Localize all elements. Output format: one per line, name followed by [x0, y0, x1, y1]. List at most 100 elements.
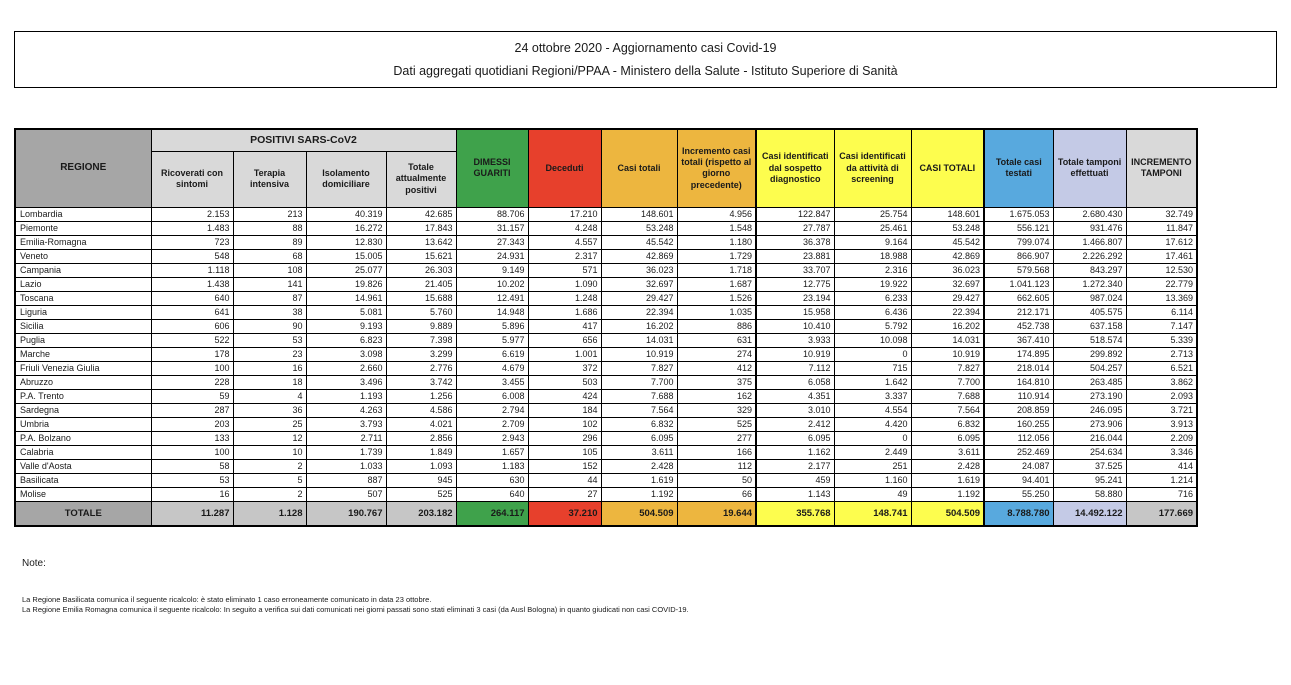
value-cell: 1.675.053 [983, 206, 1054, 222]
value-cell: 16.202 [910, 318, 985, 334]
value-cell: 2.316 [833, 262, 912, 278]
value-cell: 112.056 [983, 430, 1054, 446]
total-row: TOTALE 11.287 1.128 190.767 203.182 264.117 37… [14, 500, 1198, 527]
value-cell: 452.738 [983, 318, 1054, 334]
value-cell: 2.226.292 [1052, 248, 1127, 264]
value-cell: 656 [527, 332, 602, 348]
value-cell: 164.810 [983, 374, 1054, 390]
value-cell: 7.564 [910, 402, 985, 418]
value-cell: 12.491 [455, 290, 529, 306]
value-cell: 14.948 [455, 304, 529, 320]
region-name: Umbria [14, 416, 152, 432]
value-cell: 88.706 [455, 206, 529, 222]
region-name: Calabria [14, 444, 152, 460]
value-cell: 6.008 [455, 388, 529, 404]
table-row: Emilia-Romagna 723 89 12.830 13.642 27.343 4.5… [14, 234, 1198, 250]
column-header-totale-positivi: Totale attualmente positivi [385, 150, 457, 208]
header-sub-row: Ricoverati con sintomi Terapia intensiva… [15, 150, 1197, 208]
value-cell: 23 [232, 346, 307, 362]
value-cell: 22.394 [910, 304, 985, 320]
total-value-cell: 37.210 [527, 500, 602, 527]
table-row: Sicilia 606 90 9.193 9.889 5.896 417 16.202 886 1… [14, 318, 1198, 334]
value-cell: 17.461 [1125, 248, 1198, 264]
value-cell: 4.263 [305, 402, 387, 418]
value-cell: 1.526 [676, 290, 757, 306]
value-cell: 1.849 [385, 444, 457, 460]
value-cell: 1.272.340 [1052, 276, 1127, 292]
value-cell: 6.832 [600, 416, 678, 432]
column-header-casi-testati: Totale casi testati [983, 128, 1054, 208]
value-cell: 1.041.123 [983, 276, 1054, 292]
notes-section: Note: La Regione Basilicata comunica il … [22, 558, 1262, 615]
value-cell: 178 [150, 346, 234, 362]
note-basilicata: La Regione Basilicata comunica il seguen… [22, 595, 432, 604]
value-cell: 2.660 [305, 360, 387, 376]
notes-title: Note: [22, 558, 46, 569]
value-cell: 2.317 [527, 248, 602, 264]
value-cell: 160.255 [983, 416, 1054, 432]
table-row: Veneto 548 68 15.005 15.621 24.931 2.317 42.869… [14, 248, 1198, 264]
region-name: Lazio [14, 276, 152, 292]
value-cell: 9.193 [305, 318, 387, 334]
table-row: Molise 16 2 507 525 640 27 1.192 66 1.143 49 1.192 5… [14, 486, 1198, 502]
value-cell: 29.427 [600, 290, 678, 306]
value-cell: 10.919 [755, 346, 835, 362]
value-cell: 866.907 [983, 248, 1054, 264]
value-cell: 7.688 [910, 388, 985, 404]
value-cell: 53 [150, 472, 234, 488]
table-row: Abruzzo 228 18 3.496 3.742 3.455 503 7.700 375 6.… [14, 374, 1198, 390]
table-row: Toscana 640 87 14.961 15.688 12.491 1.248 29.42… [14, 290, 1198, 306]
value-cell: 507 [305, 486, 387, 502]
value-cell: 53.248 [600, 220, 678, 236]
table-row: Puglia 522 53 6.823 7.398 5.977 656 14.031 631 3.… [14, 332, 1198, 348]
value-cell: 37.525 [1052, 458, 1127, 474]
value-cell: 17.843 [385, 220, 457, 236]
value-cell: 277 [676, 430, 757, 446]
value-cell: 662.605 [983, 290, 1054, 306]
value-cell: 1.256 [385, 388, 457, 404]
value-cell: 405.575 [1052, 304, 1127, 320]
value-cell: 208.859 [983, 402, 1054, 418]
table-row: Marche 178 23 3.098 3.299 6.619 1.001 10.919 274… [14, 346, 1198, 362]
value-cell: 525 [385, 486, 457, 502]
value-cell: 112 [676, 458, 757, 474]
value-cell: 42.869 [910, 248, 985, 264]
value-cell: 2.428 [600, 458, 678, 474]
value-cell: 6.095 [910, 430, 985, 446]
region-name: P.A. Trento [14, 388, 152, 404]
value-cell: 15.688 [385, 290, 457, 306]
value-cell: 1.001 [527, 346, 602, 362]
value-cell: 5.896 [455, 318, 529, 334]
value-cell: 4.420 [833, 416, 912, 432]
value-cell: 2.680.430 [1052, 206, 1127, 222]
value-cell: 18 [232, 374, 307, 390]
value-cell: 11.847 [1125, 220, 1198, 236]
value-cell: 1.729 [676, 248, 757, 264]
value-cell: 7.700 [600, 374, 678, 390]
value-cell: 799.074 [983, 234, 1054, 250]
table-body: Lombardia 2.153 213 40.319 42.685 88.706 17.21… [14, 206, 1198, 502]
value-cell: 105 [527, 444, 602, 460]
report-title-box: 24 ottobre 2020 - Aggiornamento casi Cov… [14, 31, 1277, 88]
table-row: P.A. Bolzano 133 12 2.711 2.856 2.943 296 6.095… [14, 430, 1198, 446]
value-cell: 640 [150, 290, 234, 306]
value-cell: 1.035 [676, 304, 757, 320]
total-value-cell: 355.768 [755, 500, 835, 527]
value-cell: 213 [232, 206, 307, 222]
value-cell: 1.686 [527, 304, 602, 320]
value-cell: 89 [232, 234, 307, 250]
value-cell: 4.557 [527, 234, 602, 250]
value-cell: 10.202 [455, 276, 529, 292]
value-cell: 263.485 [1052, 374, 1127, 390]
value-cell: 246.095 [1052, 402, 1127, 418]
region-name: Puglia [14, 332, 152, 348]
value-cell: 100 [150, 444, 234, 460]
value-cell: 21.405 [385, 276, 457, 292]
value-cell: 843.297 [1052, 262, 1127, 278]
value-cell: 2.856 [385, 430, 457, 446]
value-cell: 1.093 [385, 458, 457, 474]
table-row: Liguria 641 38 5.081 5.760 14.948 1.686 22.394 1… [14, 304, 1198, 320]
total-value-cell: 203.182 [385, 500, 457, 527]
value-cell: 548 [150, 248, 234, 264]
value-cell: 162 [676, 388, 757, 404]
